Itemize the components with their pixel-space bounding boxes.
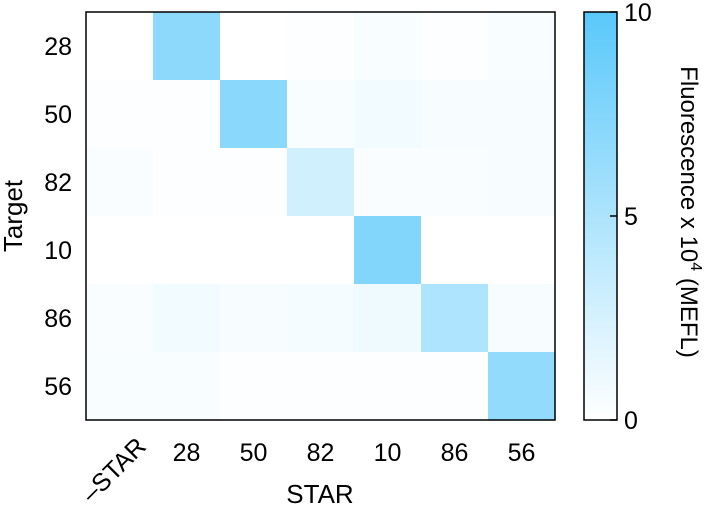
heatmap-cell [287,12,355,81]
y-tick-label: 50 [44,101,72,129]
heatmap-cell [153,284,221,353]
x-tick-label: 86 [441,439,469,467]
heatmap-cell [153,216,221,285]
heatmap-cell [488,352,556,421]
heatmap-cell [287,352,355,421]
heatmap-cell [220,216,288,285]
heatmap-cells [86,12,556,421]
x-tick-label: –STAR [76,432,151,507]
heatmap-cell [220,284,288,353]
heatmap-cell [421,216,489,285]
heatmap-cell [86,80,154,149]
heatmap-cell [153,80,221,149]
heatmap-cell [287,216,355,285]
heatmap-cell [421,12,489,81]
heatmap-cell [86,284,154,353]
heatmap-cell [354,284,422,353]
y-axis-label: Target [0,179,28,252]
y-tick-labels: 28 50 82 10 86 56 [44,33,72,401]
heatmap-cell [354,80,422,149]
heatmap-cell [488,12,556,81]
heatmap-cell [421,148,489,217]
y-tick-label: 10 [44,237,72,265]
colorbar-tick-label: 5 [624,203,638,231]
heatmap-cell [86,148,154,217]
x-tick-label: 82 [307,439,335,467]
heatmap-cell [488,284,556,353]
heatmap-cell [153,148,221,217]
colorbar-label-suffix: (MEFL) [675,271,702,358]
colorbar-label: Fluorescence x 104 (MEFL) [675,66,704,358]
y-tick-label: 86 [44,305,72,333]
heatmap-cell [354,352,422,421]
colorbar-ticks: 0 5 10 [610,0,652,435]
heatmap-cell [220,352,288,421]
y-tick-label: 56 [44,373,72,401]
heatmap-cell [488,148,556,217]
x-tick-label: 28 [173,439,201,467]
plot-frame [85,11,556,421]
heatmap-cell [287,148,355,217]
y-tick-label: 82 [44,169,72,197]
heatmap-cell [354,12,422,81]
heatmap-cell [287,284,355,353]
heatmap-cell [86,12,154,81]
heatmap-cell [354,148,422,217]
colorbar-tick-label: 10 [624,0,652,27]
heatmap-cell [220,80,288,149]
heatmap-cell [220,148,288,217]
heatmap-cell [287,80,355,149]
colorbar-label-prefix: Fluorescence x 10 [675,66,702,262]
colorbar-tick-label: 0 [624,407,638,435]
heatmap-cell [488,216,556,285]
heatmap-cell [421,284,489,353]
x-tick-label: 10 [374,439,402,467]
y-tick-label: 28 [44,33,72,61]
heatmap-cell [86,216,154,285]
heatmap-cell [421,80,489,149]
x-axis-label: STAR [286,479,353,508]
x-tick-label: 50 [240,439,268,467]
heatmap-cell [488,80,556,149]
heatmap-cell [421,352,489,421]
colorbar-label-exponent: 4 [687,262,704,271]
x-tick-label: 56 [508,439,536,467]
heatmap-cell [86,352,154,421]
heatmap-cell [354,216,422,285]
heatmap-cell [153,12,221,81]
heatmap-cell [153,352,221,421]
heatmap-cell [220,12,288,81]
